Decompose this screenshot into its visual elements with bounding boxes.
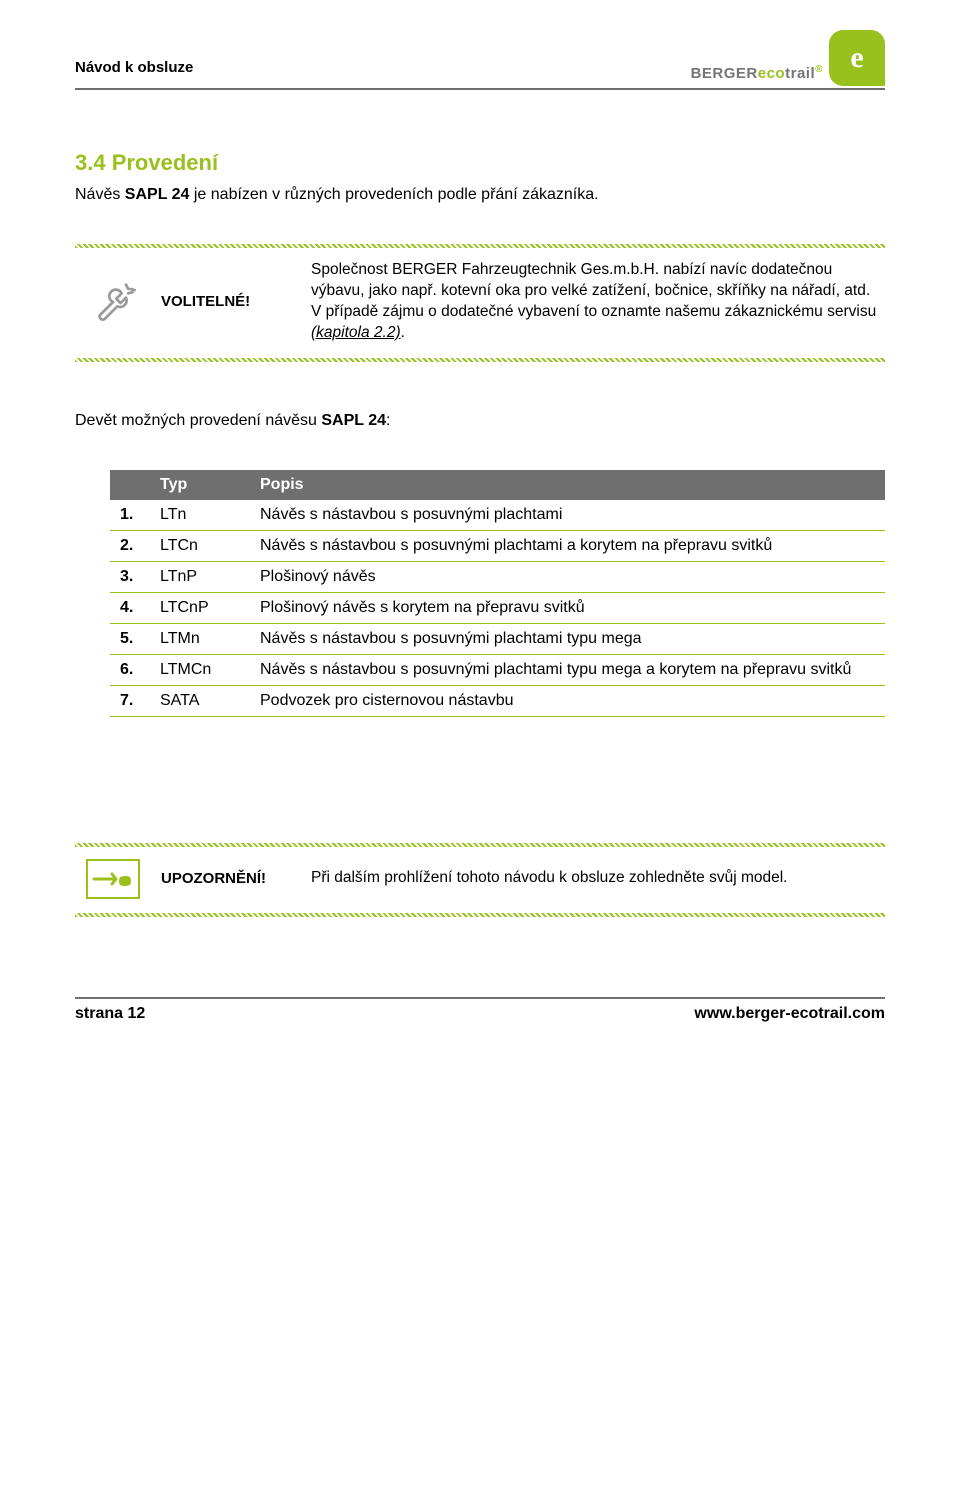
wrench-icon — [85, 276, 141, 328]
cell-popis: Plošinový návěs — [250, 561, 885, 592]
cell-typ: LTnP — [150, 561, 250, 592]
variants-heading-prefix: Devět možných provedení návěsu — [75, 412, 321, 429]
table-row: 6.LTMCnNávěs s nástavbou s posuvnými pla… — [110, 654, 885, 685]
intro-model: SAPL 24 — [125, 186, 190, 203]
cell-num: 5. — [110, 623, 150, 654]
cell-num: 1. — [110, 500, 150, 531]
brand-leaf-icon: e — [829, 30, 885, 86]
optional-callout: VOLITELNÉ! Společnost BERGER Fahrzeugtec… — [75, 254, 885, 352]
variant-table: Typ Popis 1.LTnNávěs s nástavbou s posuv… — [110, 470, 885, 717]
col-header-typ: Typ — [150, 470, 250, 500]
pointing-hand-icon — [85, 859, 141, 899]
notice-separator-bottom — [75, 913, 885, 917]
cell-typ: SATA — [150, 685, 250, 716]
cell-typ: LTMCn — [150, 654, 250, 685]
optional-text-ref: (kapitola 2.2) — [311, 324, 401, 341]
registered-mark: ® — [815, 64, 823, 75]
brand-text-berger: BERGER — [691, 65, 758, 82]
page-header: Návod k obsluze BERGERecotrail® e — [75, 30, 885, 82]
optional-text-main: Společnost BERGER Fahrzeugtechnik Ges.m.… — [311, 261, 876, 320]
cell-typ: LTCnP — [150, 592, 250, 623]
cell-popis: Návěs s nástavbou s posuvnými plachtami … — [250, 654, 885, 685]
table-header-row: Typ Popis — [110, 470, 885, 500]
brand-leaf-letter: e — [850, 43, 863, 73]
cell-num: 7. — [110, 685, 150, 716]
notice-callout-text: Při dalším prohlížení tohoto návodu k ob… — [311, 868, 883, 889]
header-divider — [75, 88, 885, 90]
cell-num: 6. — [110, 654, 150, 685]
footer-url: www.berger-ecotrail.com — [694, 1005, 885, 1023]
notice-callout-label: UPOZORNĚNÍ! — [161, 870, 291, 887]
notice-callout: UPOZORNĚNÍ! Při dalším prohlížení tohoto… — [75, 853, 885, 907]
col-header-popis: Popis — [250, 470, 885, 500]
section-intro: Návěs SAPL 24 je nabízen v různých prove… — [75, 186, 885, 204]
optional-callout-text: Společnost BERGER Fahrzeugtechnik Ges.m.… — [311, 260, 883, 344]
manual-title: Návod k obsluze — [75, 59, 193, 82]
callout-separator-top — [75, 244, 885, 248]
table-row: 5.LTMnNávěs s nástavbou s posuvnými plac… — [110, 623, 885, 654]
cell-typ: LTCn — [150, 530, 250, 561]
cell-typ: LTMn — [150, 623, 250, 654]
cell-popis: Návěs s nástavbou s posuvnými plachtami — [250, 500, 885, 531]
intro-suffix: je nabízen v různých provedeních podle p… — [189, 186, 598, 203]
table-row: 1.LTnNávěs s nástavbou s posuvnými plach… — [110, 500, 885, 531]
optional-text-end: . — [401, 324, 405, 341]
notice-separator-top — [75, 843, 885, 847]
intro-prefix: Návěs — [75, 186, 125, 203]
table-row: 2.LTCnNávěs s nástavbou s posuvnými plac… — [110, 530, 885, 561]
cell-num: 4. — [110, 592, 150, 623]
cell-popis: Plošinový návěs s korytem na přepravu sv… — [250, 592, 885, 623]
brand-text-eco: eco — [758, 65, 785, 82]
table-row: 3.LTnPPlošinový návěs — [110, 561, 885, 592]
page-footer: strana 12 www.berger-ecotrail.com — [75, 1005, 885, 1023]
cell-popis: Návěs s nástavbou s posuvnými plachtami … — [250, 623, 885, 654]
cell-num: 2. — [110, 530, 150, 561]
footer-divider — [75, 997, 885, 999]
section-heading: 3.4 Provedení — [75, 150, 885, 176]
optional-callout-label: VOLITELNÉ! — [161, 293, 291, 310]
callout-separator-bottom — [75, 358, 885, 362]
cell-popis: Návěs s nástavbou s posuvnými plachtami … — [250, 530, 885, 561]
cell-popis: Podvozek pro cisternovou nástavbu — [250, 685, 885, 716]
variants-heading: Devět možných provedení návěsu SAPL 24: — [75, 412, 885, 430]
variants-heading-model: SAPL 24 — [321, 412, 386, 429]
table-row: 4.LTCnPPlošinový návěs s korytem na přep… — [110, 592, 885, 623]
brand-logo: BERGERecotrail® e — [691, 30, 885, 82]
cell-num: 3. — [110, 561, 150, 592]
brand-logo-text: BERGERecotrail® — [691, 64, 823, 82]
col-header-num — [110, 470, 150, 500]
table-row: 7.SATAPodvozek pro cisternovou nástavbu — [110, 685, 885, 716]
brand-text-trail: trail — [785, 65, 815, 82]
cell-typ: LTn — [150, 500, 250, 531]
page-number: strana 12 — [75, 1005, 145, 1023]
variants-heading-suffix: : — [386, 412, 390, 429]
